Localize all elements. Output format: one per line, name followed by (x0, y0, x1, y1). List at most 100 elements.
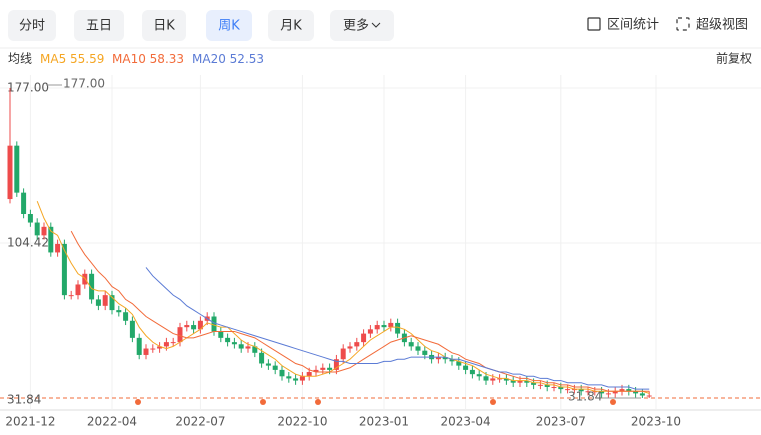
candle-body (163, 342, 169, 347)
candle-body (639, 393, 645, 396)
tab-label: 日K (153, 19, 175, 34)
candle-body (626, 389, 632, 392)
candle-body (109, 295, 115, 311)
adjust-label[interactable]: 前复权 (716, 51, 752, 66)
candle-body (463, 365, 469, 370)
candle-body (599, 391, 605, 394)
x-tick-label: 2023-01 (359, 415, 409, 429)
x-tick-label: 2023-10 (631, 415, 681, 429)
legend-value: 52.53 (230, 52, 264, 66)
candle-body (313, 369, 319, 373)
ma-line (36, 201, 650, 394)
candle-body (102, 295, 108, 306)
range-icon (587, 17, 601, 31)
candle-body (422, 350, 428, 355)
candle-body (116, 310, 122, 313)
candle-body (68, 295, 74, 297)
tab-label: 五日 (86, 19, 112, 34)
x-tick-label: 2021-12 (5, 415, 55, 429)
candle-body (150, 348, 156, 350)
candle-body (170, 342, 176, 344)
legend-entry: MA5 55.59 (40, 52, 104, 66)
candle-body (238, 344, 244, 349)
candle-body (279, 369, 285, 377)
candle-body (306, 372, 312, 377)
candle-body (565, 389, 571, 391)
candle-body (585, 391, 591, 393)
candle-body (218, 331, 224, 338)
candle-body (490, 378, 496, 381)
legend-value: 55.59 (70, 52, 104, 66)
candle-body (197, 320, 203, 330)
candle-body (320, 367, 326, 370)
tab-button[interactable] (330, 10, 394, 41)
max-label: 177.00 (63, 77, 105, 91)
candle-body (442, 357, 448, 360)
candle-body (211, 316, 217, 332)
ma-line (145, 267, 650, 390)
candle-body (27, 214, 33, 223)
candle-body (510, 380, 516, 383)
tab-button[interactable] (206, 10, 252, 41)
candle-body (7, 145, 13, 200)
candle-body (435, 357, 441, 360)
x-tick-label: 2022-07 (175, 415, 225, 429)
candle-body (293, 378, 299, 381)
x-tick-label: 2022-04 (87, 415, 137, 429)
candle-body (395, 322, 401, 334)
candle-body (21, 192, 27, 215)
tab-label: 分时 (19, 19, 45, 34)
legend-name: MA5 (40, 52, 66, 66)
candle-body (408, 342, 414, 347)
candle-body (252, 346, 258, 353)
legend-value: 58.33 (150, 52, 184, 66)
tool-label[interactable]: 超级视图 (696, 18, 748, 33)
y-tick-label: 177.00 (7, 81, 49, 95)
candle-body (503, 378, 509, 381)
event-dot[interactable] (315, 399, 321, 405)
legend-entry: MA20 52.53 (192, 52, 264, 66)
candle-body (225, 337, 231, 343)
candle-body (374, 325, 380, 330)
ma-label: 均线 (8, 52, 32, 66)
candle-body (361, 333, 367, 343)
candle-body (558, 386, 564, 390)
event-dot[interactable] (490, 399, 496, 405)
event-dot[interactable] (260, 399, 266, 405)
candle-body (449, 359, 455, 362)
candle-body (299, 376, 305, 381)
candle-body (388, 322, 394, 328)
candle-body (517, 380, 523, 383)
candle-body (524, 380, 530, 383)
candle-body (578, 389, 584, 392)
candle-body (191, 325, 197, 330)
candle-body (272, 365, 278, 370)
tab-button[interactable] (8, 10, 56, 41)
candle-body (544, 384, 550, 387)
candle-body (605, 393, 611, 395)
legend-name: MA20 (192, 52, 226, 66)
candle-body (367, 329, 373, 334)
tab-button[interactable] (142, 10, 186, 41)
tab-button[interactable] (268, 10, 314, 41)
candle-body (415, 346, 421, 351)
candle-body (82, 273, 88, 285)
event-dot[interactable] (610, 399, 616, 405)
dropdown-caret (371, 22, 381, 28)
candle-body (41, 226, 47, 236)
candle-body (483, 376, 489, 381)
tab-button[interactable] (74, 10, 124, 41)
event-dot[interactable] (135, 399, 141, 405)
legend-name: MA10 (112, 52, 146, 66)
view-icon (676, 17, 690, 31)
candle-body (265, 363, 271, 366)
y-tick-label: 31.84 (7, 392, 41, 406)
candle-body (286, 376, 292, 379)
legend-entry: MA10 58.33 (112, 52, 184, 66)
min-label: 31.84 (568, 389, 602, 403)
candle-body (333, 359, 339, 370)
candle-body (61, 243, 67, 296)
tool-icons (587, 17, 690, 31)
candle-body (469, 369, 475, 375)
tool-label[interactable]: 区间统计 (607, 18, 659, 33)
